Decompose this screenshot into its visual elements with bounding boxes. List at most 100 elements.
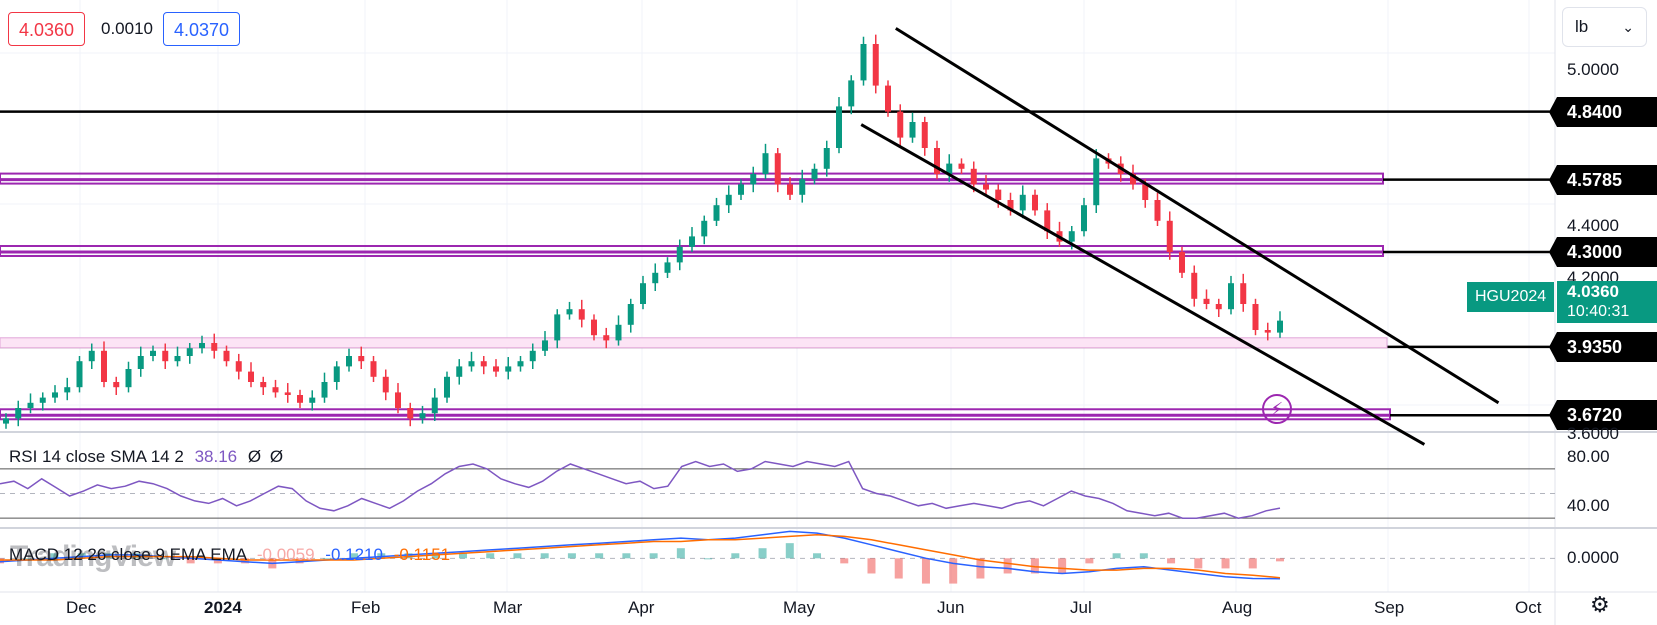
candle-body [823, 148, 830, 169]
candle-body [848, 80, 855, 107]
macd-histogram-bar [513, 553, 522, 559]
candle-body [995, 189, 1002, 200]
macd-signal-value: -0.1151 [393, 545, 451, 564]
candle-body [578, 309, 585, 320]
candle-body [395, 392, 401, 408]
candle-body [1203, 298, 1210, 304]
time-axis-label: Apr [628, 598, 655, 617]
candle-body [468, 361, 475, 367]
candle-body [125, 369, 132, 388]
macd-histogram-bar [132, 553, 141, 559]
candle-body [1228, 283, 1234, 310]
time-axis-label: Oct [1515, 598, 1542, 617]
candle-body [431, 397, 438, 414]
channel-trendline [895, 27, 1500, 405]
level-price-tag: 3.9350 [1549, 331, 1657, 362]
bid-price-box[interactable]: 4.0360 [8, 12, 86, 46]
candle-body [186, 348, 193, 356]
gear-icon[interactable]: ⚙ [1590, 592, 1610, 617]
candle-body [958, 163, 965, 169]
macd-histogram-bar [1221, 558, 1230, 569]
macd-signal-line [0, 533, 1281, 579]
candle-body [505, 366, 512, 372]
time-axis-label: Mar [493, 598, 523, 617]
candle-body [1032, 194, 1038, 211]
last-price-tag: 4.0360 10:40:31 [1557, 281, 1657, 323]
candle-body [554, 314, 561, 341]
candle-body [591, 319, 597, 336]
candle-body [174, 356, 181, 362]
candle-body [1007, 200, 1014, 211]
macd-histogram-bar [1139, 553, 1148, 559]
lightning-icon[interactable]: ⚡ [1262, 394, 1292, 424]
rsi-legend[interactable]: RSI 14 close SMA 14 2 38.16 Ø Ø [9, 447, 283, 467]
time-axis-label: Jul [1070, 598, 1092, 617]
candle-body [370, 361, 377, 377]
candle-body [1081, 205, 1087, 232]
price-axis-label: 3.6000 [1567, 424, 1619, 443]
level-price-tag: 4.8400 [1549, 96, 1657, 127]
bar-countdown: 10:40:31 [1567, 303, 1630, 320]
candle-body [358, 356, 365, 362]
candle-body [529, 350, 536, 362]
channel-trendline [860, 123, 1426, 446]
candle-body [615, 324, 622, 341]
macd-histogram-bar [77, 553, 86, 559]
candle-body [444, 376, 450, 398]
candle-body [970, 168, 977, 185]
candle-body [64, 387, 71, 393]
support-zone [0, 337, 1388, 349]
candle-body [150, 350, 156, 356]
candle-body [1154, 200, 1161, 221]
candle-body [199, 343, 205, 349]
candle-body [787, 184, 793, 195]
candle-body [725, 194, 732, 206]
candle-body [382, 376, 389, 393]
candle-body [493, 366, 499, 372]
candle-body [774, 153, 781, 185]
macd-histogram-bar [1112, 553, 1121, 559]
time-axis-label: Aug [1222, 598, 1253, 617]
macd-histogram-bar [186, 558, 195, 564]
macd-histogram-bar [731, 553, 740, 559]
macd-legend[interactable]: MACD 12 26 close 9 EMA EMA -0.0059 -0.12… [9, 545, 450, 565]
macd-histogram-bar [894, 558, 903, 579]
macd-histogram-value: -0.0059 [256, 545, 315, 564]
unit-select[interactable]: lb ⌄ [1562, 7, 1647, 47]
time-axis-label: Dec [66, 598, 97, 617]
tradingview-watermark: TradingView [10, 540, 176, 573]
candle-body [652, 272, 659, 284]
macd-histogram-bar [350, 553, 359, 559]
candle-body [750, 174, 757, 185]
rsi-extra-2: Ø [269, 447, 284, 466]
unit-select-value: lb [1575, 17, 1589, 36]
macd-histogram-bar [813, 553, 822, 559]
macd-title: MACD 12 26 close 9 EMA EMA [9, 545, 247, 564]
candle-body [1179, 252, 1185, 273]
macd-histogram-bar [1276, 558, 1284, 562]
candle-body [1130, 174, 1136, 185]
candle-body [921, 122, 928, 148]
candle-body [566, 309, 573, 315]
macd-histogram-bar [595, 553, 604, 559]
candle-body [346, 356, 352, 367]
ask-price-box[interactable]: 4.0370 [163, 12, 241, 46]
rsi-axis-label: 80.00 [1567, 446, 1610, 466]
candle-body [223, 350, 230, 362]
time-axis-label: May [783, 598, 816, 617]
candle-body [235, 361, 242, 372]
candle-body [456, 366, 463, 377]
macd-histogram-bar [785, 543, 794, 559]
candle-body [897, 111, 904, 138]
macd-histogram-bar [758, 548, 767, 559]
macd-histogram-bar [921, 558, 930, 584]
candle-body [419, 413, 426, 419]
candle-body [701, 220, 708, 237]
time-axis-label: Sep [1374, 598, 1405, 617]
macd-histogram-bar [676, 548, 685, 559]
candle-body [101, 350, 107, 382]
candle-body [52, 392, 58, 398]
candle-body [934, 148, 940, 174]
candle-body [738, 184, 744, 195]
